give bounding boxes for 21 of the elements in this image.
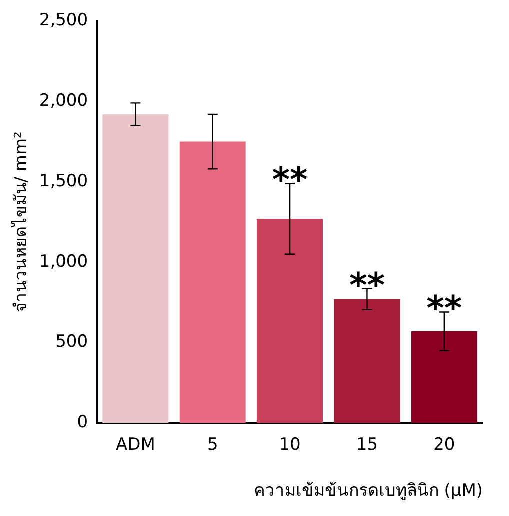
data-label: ** (272, 160, 308, 201)
data-label: ** (426, 289, 462, 330)
bar (411, 332, 478, 424)
x-tick-label: 10 (279, 434, 301, 455)
bar (180, 142, 246, 424)
y-tick-label: 500 (56, 332, 88, 352)
x-axis-title: ความเข้มข้นกรดเบทูลินิก (μM) (254, 481, 483, 502)
x-tick-label: 15 (356, 434, 378, 455)
x-tick-label: 5 (207, 434, 218, 455)
x-tick-label: ADM (116, 434, 156, 455)
y-tick-label: 2,000 (39, 91, 88, 112)
y-axis-title: จำนวนหยดไขมัน/ mm² (10, 132, 32, 313)
bar (102, 114, 169, 424)
y-tick-label: 2,500 (39, 10, 88, 31)
data-label: ** (349, 266, 386, 306)
y-tick-label: 1,500 (39, 171, 88, 192)
bar (334, 299, 400, 424)
y-tick-label: 0 (77, 412, 88, 433)
x-tick-label: 20 (434, 434, 456, 455)
bar (257, 218, 324, 424)
y-tick-label: 1,000 (39, 252, 88, 272)
